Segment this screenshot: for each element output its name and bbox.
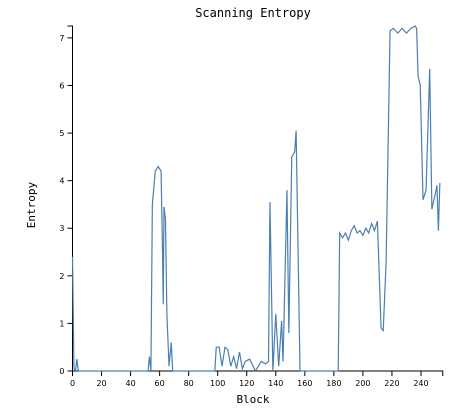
y-axis — [67, 25, 73, 372]
y-tick-label: 5 — [59, 129, 64, 138]
x-tick-label: 20 — [96, 379, 106, 388]
x-tick-label: 60 — [155, 379, 165, 388]
chart-title: Scanning Entropy — [195, 6, 311, 20]
y-tick-label: 3 — [59, 224, 64, 233]
x-tick-label: 0 — [70, 379, 75, 388]
x-axis — [72, 370, 444, 376]
x-axis-label: Block — [236, 393, 269, 406]
y-tick-label: 4 — [59, 177, 64, 186]
y-axis-label: Entropy — [25, 181, 38, 228]
x-tick-label: 220 — [384, 379, 399, 388]
x-tick-label: 140 — [268, 379, 283, 388]
x-tick-label: 40 — [125, 379, 135, 388]
x-tick-label: 120 — [239, 379, 254, 388]
y-tick-label: 0 — [59, 367, 64, 376]
x-tick-label: 200 — [355, 379, 370, 388]
x-tick-label: 160 — [297, 379, 312, 388]
x-tick-label: 80 — [184, 379, 194, 388]
y-tick-label: 2 — [59, 272, 64, 281]
y-tick-label: 1 — [59, 319, 64, 328]
x-tick-label: 100 — [210, 379, 225, 388]
y-tick-label: 6 — [59, 81, 64, 90]
y-tick-label: 7 — [59, 34, 64, 43]
x-tick-label: 240 — [413, 379, 428, 388]
x-tick-label: 180 — [326, 379, 341, 388]
data-line — [71, 25, 441, 373]
